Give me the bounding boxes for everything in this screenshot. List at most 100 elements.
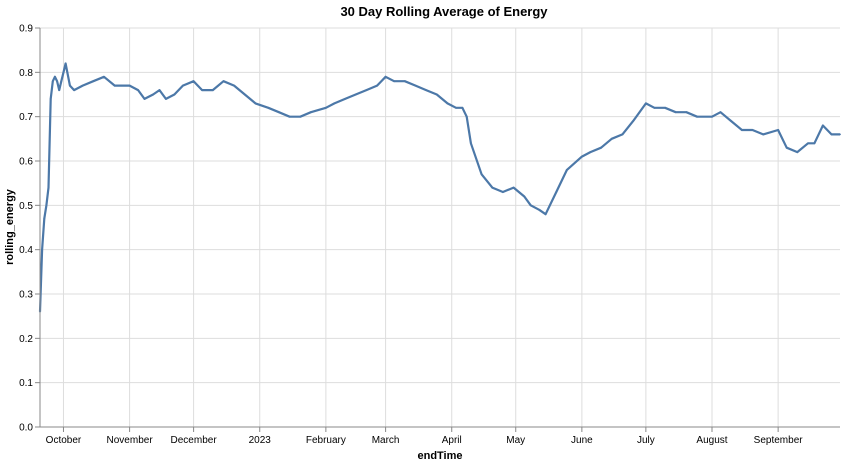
y-tick-label: 0.1 (19, 378, 33, 389)
x-tick-label: November (107, 435, 154, 446)
x-tick-label: June (571, 435, 593, 446)
data-point (41, 248, 43, 251)
data-point (566, 169, 568, 171)
data-point (267, 106, 270, 109)
data-point (544, 213, 547, 216)
data-point (56, 80, 58, 83)
data-point (523, 195, 526, 198)
data-series (38, 62, 841, 313)
data-point (45, 204, 48, 207)
data-point (502, 191, 504, 193)
data-point (830, 133, 833, 136)
data-point (465, 115, 468, 118)
data-point (581, 155, 583, 158)
data-point (589, 151, 592, 154)
data-point (288, 115, 291, 118)
data-point (60, 80, 63, 83)
axes: 0.0 0.1 0.2 0.3 0.4 0.5 0.6 0.7 0.8 0.9 October Nov… (19, 24, 840, 446)
data-point (610, 137, 613, 140)
data-point (711, 115, 713, 118)
data-point (425, 89, 427, 91)
data-point (446, 102, 449, 105)
x-tick-label: April (442, 435, 462, 446)
data-point (685, 111, 688, 114)
data-point (777, 129, 779, 131)
y-tick-label: 0.0 (19, 423, 33, 434)
data-point (376, 84, 378, 87)
data-point (325, 106, 327, 109)
chart-title: 30 Day Rolling Average of Energy (340, 4, 548, 19)
data-point (120, 84, 122, 87)
data-point (807, 142, 809, 145)
y-tick-label: 0.4 (19, 245, 33, 256)
data-point (173, 93, 176, 96)
x-tick-label: February (306, 435, 346, 446)
data-point (165, 98, 167, 100)
data-point (435, 93, 438, 96)
data-point (211, 89, 214, 91)
y-tick-label: 0.9 (19, 24, 33, 35)
data-point (645, 102, 647, 105)
data-point (538, 208, 541, 211)
x-tick-label: May (506, 435, 525, 446)
data-point (69, 84, 71, 87)
data-point (741, 129, 743, 131)
data-point (62, 71, 65, 74)
data-point (137, 89, 140, 91)
x-axis-label: endTime (417, 450, 462, 462)
data-point (192, 80, 195, 83)
y-tick-label: 0.8 (19, 68, 33, 79)
data-point (113, 84, 116, 87)
data-point (455, 106, 457, 109)
data-point (796, 151, 799, 154)
data-point (384, 75, 387, 78)
data-point (158, 89, 161, 91)
data-point (81, 84, 84, 87)
data-point (43, 217, 46, 220)
data-point (480, 173, 483, 176)
y-tick-label: 0.5 (19, 201, 33, 212)
x-tick-label: October (46, 435, 82, 446)
data-point (696, 115, 698, 118)
data-point (813, 142, 816, 145)
data-point (47, 186, 50, 189)
data-point (730, 120, 733, 122)
x-tick-label: 2023 (249, 435, 272, 446)
data-point (128, 84, 131, 87)
x-tick-label: September (754, 435, 804, 446)
data-point (403, 80, 406, 83)
data-point (254, 102, 257, 105)
x-tick-label: March (372, 435, 400, 446)
data-point (653, 106, 656, 109)
data-point (470, 142, 472, 145)
data-point (73, 89, 75, 91)
data-point (414, 84, 417, 87)
data-point (152, 93, 155, 96)
x-tick-label: July (637, 435, 655, 446)
data-point (762, 133, 765, 136)
data-point (632, 120, 634, 122)
data-point (751, 129, 754, 131)
data-point (674, 111, 677, 114)
data-point (92, 80, 95, 83)
data-point (64, 62, 67, 65)
series-line (38, 62, 840, 312)
data-point (243, 93, 246, 96)
y-tick-label: 0.7 (19, 112, 33, 123)
grid (40, 27, 840, 428)
y-tick-label: 0.3 (19, 290, 33, 301)
data-point (822, 124, 824, 127)
data-point (58, 89, 61, 91)
data-point (233, 84, 236, 87)
data-point (354, 93, 357, 96)
data-point (333, 102, 336, 105)
data-point (344, 98, 346, 100)
data-point (51, 80, 54, 83)
data-point (365, 89, 368, 91)
data-point (555, 191, 558, 193)
data-point (143, 98, 146, 100)
data-point (621, 133, 624, 136)
data-point (222, 80, 225, 83)
data-point (299, 115, 302, 118)
